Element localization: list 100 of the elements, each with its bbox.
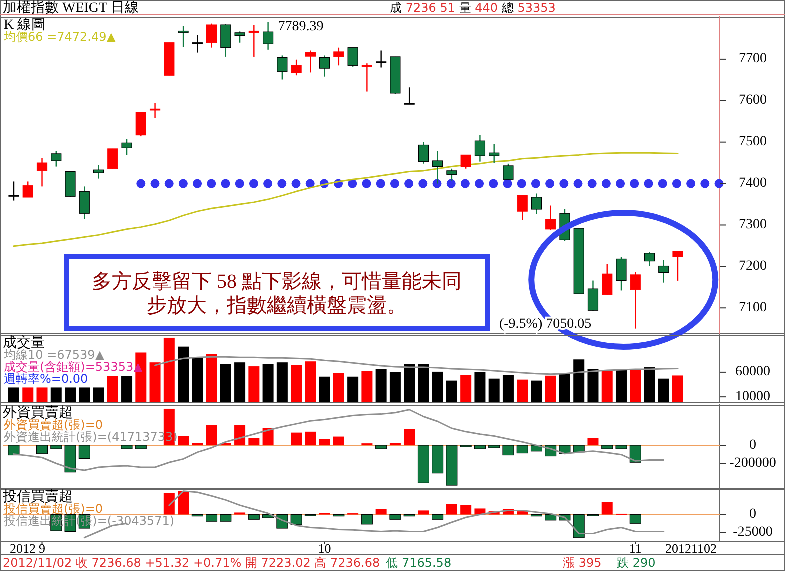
bar <box>164 493 175 515</box>
bar <box>262 428 274 446</box>
bar <box>291 432 302 446</box>
bar <box>333 436 344 446</box>
y-tick-label: 60000 <box>736 364 770 380</box>
bar <box>460 375 472 402</box>
bar <box>178 346 190 402</box>
candlestick <box>418 142 429 164</box>
bar <box>390 372 401 402</box>
bar <box>602 445 614 450</box>
candlestick <box>432 150 444 184</box>
annotation: 7789.39 <box>278 19 324 34</box>
bar <box>418 445 430 484</box>
bar <box>630 445 642 463</box>
chart-title: 加權指數 WEIGT 日線 <box>3 0 139 16</box>
series-label: 外資買賣超(張)=0 <box>4 418 104 432</box>
bar <box>206 514 218 522</box>
bar <box>36 445 48 454</box>
text: 均價66 =7472.49▲ <box>3 30 117 44</box>
candlestick <box>616 256 627 292</box>
bar <box>262 364 274 402</box>
bar <box>64 445 76 473</box>
y-tick-label: 7100 <box>739 300 767 316</box>
bar <box>135 445 147 450</box>
bar <box>502 375 514 402</box>
bar <box>616 369 627 402</box>
candlestick <box>602 264 613 296</box>
y-tick-label: 7500 <box>739 134 767 150</box>
candlestick <box>376 50 387 68</box>
candlestick <box>206 23 218 48</box>
bar <box>36 388 48 402</box>
bar <box>362 371 373 402</box>
bar <box>50 445 62 450</box>
bar <box>488 378 500 402</box>
bar <box>319 439 330 446</box>
candlestick <box>8 181 20 202</box>
text: 2012/11/02 收 7236.68 +51.32 +0.71% 開 7223.02 高 7236.68 <box>3 556 380 570</box>
bar <box>150 362 161 402</box>
bar <box>93 388 104 402</box>
annotation: 多方反擊留下 58 點下影線，可惜量能未同步放大，指數繼續橫盤震盪。 <box>92 270 462 317</box>
y-tick-label: 7200 <box>739 258 767 274</box>
bar <box>376 369 387 402</box>
candlestick <box>22 181 34 198</box>
text: 均線10 =67539▲ <box>3 348 106 362</box>
candlestick <box>588 280 599 312</box>
bar <box>8 388 20 402</box>
text: 20121102 <box>665 541 717 556</box>
bar <box>432 445 444 474</box>
bar <box>573 514 585 538</box>
bar <box>79 388 90 402</box>
bar <box>333 373 344 402</box>
candlestick <box>658 259 670 284</box>
candlestick <box>234 31 246 44</box>
candlestick <box>93 164 104 180</box>
bar <box>616 445 628 450</box>
candlestick <box>404 87 415 105</box>
bar <box>291 365 302 402</box>
candlestick <box>531 193 542 216</box>
bar <box>206 426 218 446</box>
bar <box>418 364 430 402</box>
text: 漲 395 <box>563 556 602 570</box>
bar <box>50 388 62 402</box>
bar <box>121 445 133 450</box>
bar <box>404 429 416 446</box>
y-tick-label: 0 <box>750 438 756 453</box>
y-tick-label: -200000 <box>730 456 776 471</box>
candlestick <box>136 112 146 138</box>
bar <box>390 443 401 446</box>
y-tick-label: 0 <box>750 506 756 522</box>
bar <box>658 378 670 402</box>
bar <box>192 358 204 402</box>
bar <box>234 362 246 402</box>
candlestick <box>192 34 203 54</box>
bar <box>474 445 486 450</box>
bar <box>672 376 684 402</box>
bar <box>276 362 288 402</box>
y-tick-label: -25000 <box>733 525 773 540</box>
candlestick <box>630 271 641 330</box>
bar <box>248 514 260 520</box>
chart-title: 成交量 <box>3 335 45 351</box>
bar <box>376 445 388 450</box>
candlestick <box>503 163 514 180</box>
bar <box>644 368 656 402</box>
bar <box>502 445 514 456</box>
candlestick <box>277 55 288 80</box>
bar <box>630 369 642 402</box>
candlestick <box>446 168 458 182</box>
bar <box>65 388 76 402</box>
bar <box>446 380 458 402</box>
candlestick <box>546 205 556 231</box>
text: 2012 <box>10 541 36 556</box>
line-series <box>154 356 679 376</box>
bar <box>559 374 570 402</box>
candlestick <box>150 102 161 119</box>
bar <box>602 502 613 515</box>
bar <box>574 360 585 402</box>
bar <box>531 380 542 402</box>
candlestick <box>305 50 316 74</box>
bar <box>206 354 218 402</box>
bar <box>588 438 599 446</box>
